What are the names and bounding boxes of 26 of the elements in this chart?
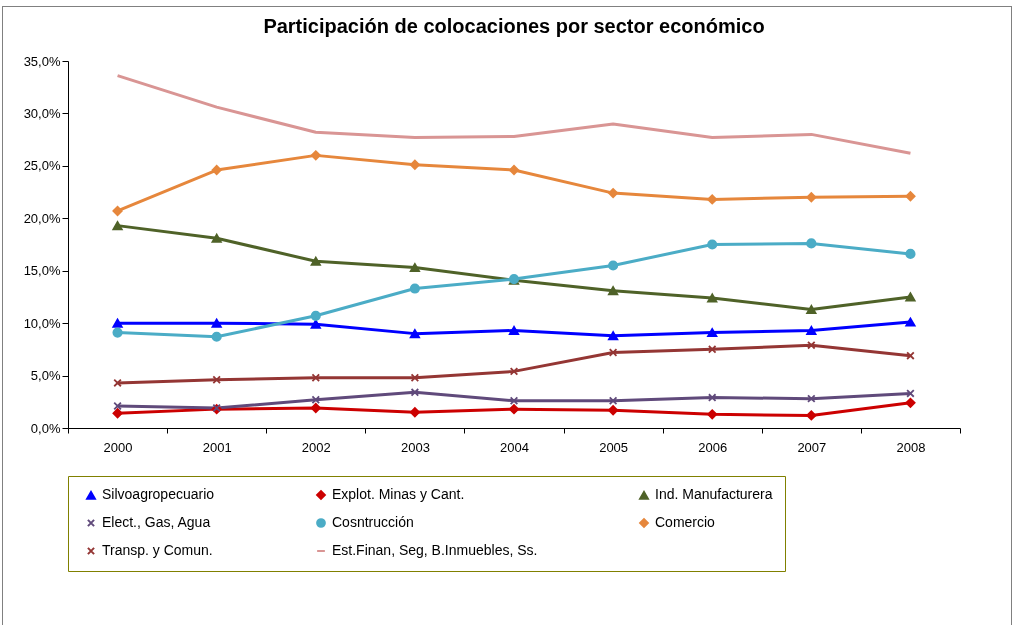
x-tick-label: 2002	[301, 439, 331, 455]
x-tick-label: 2008	[896, 439, 926, 455]
x-tick-label: 2001	[202, 439, 232, 455]
legend-label: Comercio	[655, 514, 716, 530]
legend-label: Est.Finan, Seg, B.Inmuebles, Ss.	[332, 542, 538, 558]
legend-label: Explot. Minas y Cant.	[332, 486, 465, 503]
x-tick-label: 2005	[599, 439, 629, 455]
legend-label: Cosntrucción	[332, 514, 414, 530]
x-tick-label: 2004	[500, 439, 529, 455]
x-tick-label: 2000	[103, 439, 133, 455]
y-tick-label: 35,0%	[23, 53, 61, 69]
x-tick-label: 2007	[797, 439, 827, 455]
y-tick-label: 10,0%	[23, 315, 61, 331]
legend-label: Silvoagropecuario	[102, 486, 215, 503]
y-tick-label: 15,0%	[23, 263, 61, 279]
legend-label: Transp. y Comun.	[102, 542, 213, 558]
x-tick-label: 2003	[400, 439, 430, 455]
legend-label: Ind. Manufacturera	[655, 486, 773, 503]
y-tick-label: 5,0%	[30, 368, 61, 384]
legend-label: Elect., Gas, Agua	[102, 514, 211, 530]
y-tick-label: 20,0%	[23, 210, 61, 226]
y-tick-label: 25,0%	[23, 158, 61, 174]
chart-title: Participación de colocaciones por sector económico	[263, 15, 765, 37]
y-tick-label: 30,0%	[23, 105, 61, 121]
y-tick-label: 0,0%	[30, 420, 61, 436]
x-tick-label: 2006	[698, 439, 728, 455]
